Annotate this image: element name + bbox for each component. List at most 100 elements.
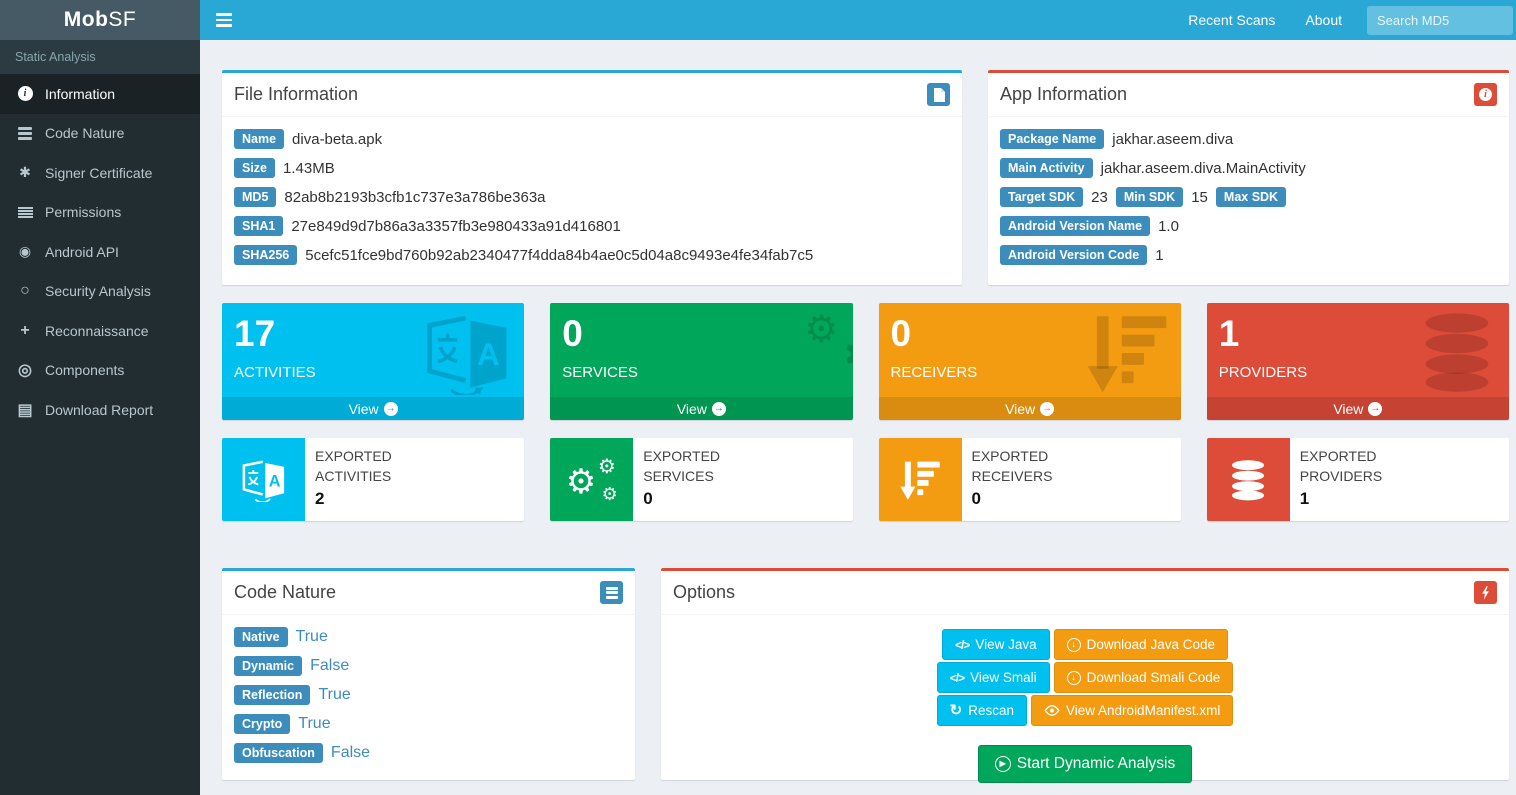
sidebar-item-label: Android API [45,243,119,260]
view-providers-link[interactable]: View → [1206,397,1509,420]
card-title: File Information [234,84,359,104]
native-badge: Native [234,627,288,647]
sidebar-item-code-nature[interactable]: Code Nature [0,114,200,154]
arrow-circle-right-icon: → [1040,401,1055,416]
exported-receivers-label: EXPORTED RECEIVERS [971,448,1053,485]
package-name-badge: Package Name [1000,129,1105,149]
sdk-row: Target SDK 23 Min SDK 15 Max SDK [1000,187,1497,207]
view-smali-button[interactable]: </> View Smali [936,662,1050,693]
view-label: View [676,400,707,417]
start-dynamic-analysis-button[interactable]: ▶ Start Dynamic Analysis [977,745,1193,783]
view-label: View [348,400,379,417]
language-icon: A [222,438,305,521]
main-area: Recent Scans About File Information Name… [200,0,1516,795]
sidebar-item-download-report[interactable]: ▤ Download Report [0,390,200,430]
reflection-value: True [318,686,351,703]
hamburger-menu-icon[interactable] [200,0,248,40]
crypto-badge: Crypto [234,714,291,734]
database-icon [1206,438,1290,521]
file-name-value: diva-beta.apk [292,130,383,148]
sidebar-item-signer-certificate[interactable]: ✱ Signer Certificate [0,153,200,193]
sidebar-item-android-api[interactable]: ◉ Android API [0,232,200,272]
view-java-button[interactable]: </> View Java [942,629,1050,660]
app-info-row: Package Name jakhar.aseem.diva [1000,129,1497,149]
gears-icon: ⚙ ⚙ ⚙ [550,438,634,521]
view-receivers-link[interactable]: View → [878,397,1181,420]
topbar-links: Recent Scans About [1173,0,1357,40]
sidebar-item-permissions[interactable]: Permissions [0,193,200,233]
file-info-row: MD5 82ab8b2193b3cfb1c737e3a786be363a [234,187,950,207]
exported-activities-label: EXPORTED ACTIVITIES [315,448,392,485]
view-activities-link[interactable]: View → [222,397,525,420]
target-sdk-value: 23 [1091,188,1108,206]
button-label: View Java [975,637,1037,652]
card-title: Options [673,582,736,602]
about-link[interactable]: About [1305,12,1342,28]
rescan-button[interactable]: ↻ Rescan [936,695,1028,726]
download-circle-icon: ↓ [1066,637,1081,652]
obfuscation-badge: Obfuscation [234,743,323,763]
obfuscation-value: False [330,744,371,761]
exported-services-count: 0 [643,488,653,508]
download-circle-icon: ↓ [1066,670,1081,685]
sidebar-item-label: Permissions [45,204,122,221]
services-count: 0 [562,313,583,354]
sidebar-item-components[interactable]: ◎ Components [0,351,200,391]
md5-badge: MD5 [234,187,277,207]
view-androidmanifest-button[interactable]: View AndroidManifest.xml [1031,695,1234,726]
providers-count: 1 [1218,313,1240,354]
providers-stat-box: 1 PROVIDERS View → [1206,303,1509,420]
target-sdk-badge: Target SDK [1000,187,1084,207]
code-icon: </> [949,670,965,685]
view-label: View [1005,400,1036,417]
button-label: Download Java Code [1086,637,1215,652]
download-java-code-button[interactable]: ↓ Download Java Code [1053,629,1228,660]
code-nature-row: Dynamic False [234,656,623,676]
file-icon [927,83,950,106]
sidebar-item-security-analysis[interactable]: ○ Security Analysis [0,272,200,312]
max-sdk-badge: Max SDK [1215,187,1287,207]
exported-receivers-count: 0 [971,488,981,508]
card-title: Code Nature [234,582,337,602]
sidebar-section-header: Static Analysis [0,40,200,74]
sort-amount-desc-icon [878,438,962,521]
align-justify-icon [15,206,35,218]
exported-activities-box: A EXPORTED ACTIVITIES 2 [222,438,525,521]
topbar: Recent Scans About [200,0,1516,40]
sidebar-item-information[interactable]: i Information [0,74,200,114]
sort-amount-desc-icon [1085,311,1169,400]
bullseye-icon: ◎ [18,362,32,380]
sidebar: Mob SF Static Analysis i Information Code… [0,0,200,795]
card-title: App Information [1000,84,1128,104]
language-icon: A [424,311,512,400]
file-info-row: Name diva-beta.apk [234,129,950,149]
activities-count: 17 [234,313,276,354]
android-version-name-badge: Android Version Name [1000,216,1151,236]
play-circle-icon: ▶ [994,756,1011,772]
sidebar-item-label: Code Nature [45,125,125,142]
sidebar-item-label: Security Analysis [45,283,151,300]
download-smali-code-button[interactable]: ↓ Download Smali Code [1053,662,1234,693]
dot-circle-icon: ◉ [18,243,32,260]
sidebar-item-label: Download Report [45,401,154,418]
code-nature-row: Crypto True [234,714,623,734]
book-icon: ▤ [17,401,33,419]
code-icon: </> [955,637,970,652]
arrow-circle-right-icon: → [1368,401,1383,416]
app-logo[interactable]: Mob SF [0,0,200,40]
receivers-stat-box: 0 RECEIVERS View [878,303,1181,420]
receivers-count: 0 [890,313,912,354]
sidebar-item-reconnaissance[interactable]: + Reconnaissance [0,311,200,351]
exported-services-label: EXPORTED SERVICES [643,448,721,485]
arrow-circle-right-icon: → [383,401,398,416]
button-label: Rescan [968,703,1015,718]
search-box [1367,5,1513,35]
search-input[interactable] [1367,5,1513,35]
recent-scans-link[interactable]: Recent Scans [1188,12,1276,28]
sidebar-item-label: Components [45,362,125,379]
view-services-link[interactable]: View → [550,397,853,420]
services-stat-box: 0 SERVICES ⚙⚙⚙ View → [550,303,853,420]
sidebar-item-label: Information [45,85,116,102]
code-nature-row: Native True [234,627,623,647]
exported-activities-count: 2 [315,488,325,508]
